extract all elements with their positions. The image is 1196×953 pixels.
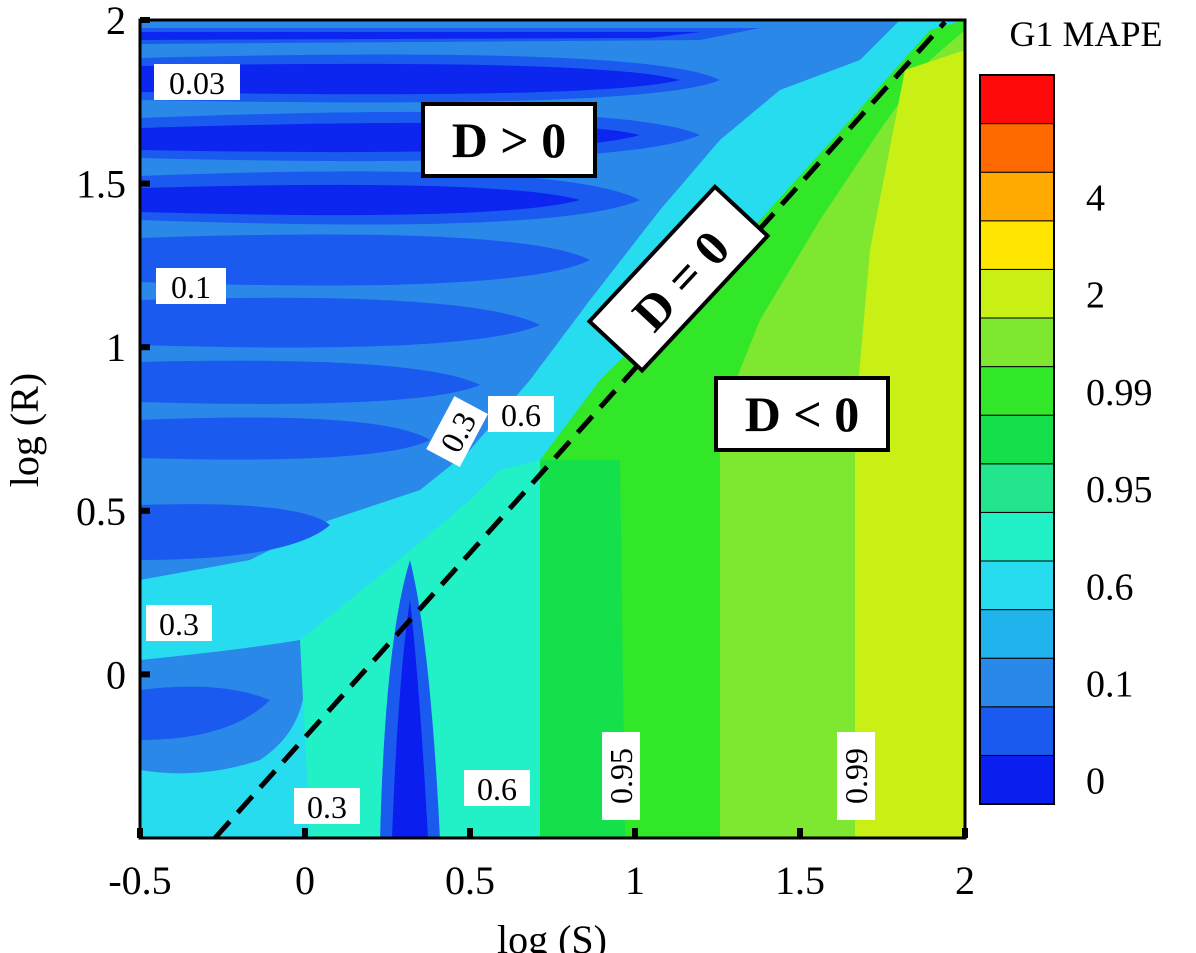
colorbar (979, 74, 1055, 805)
y-tick-label: 0 (106, 652, 126, 697)
colorbar-swatch (979, 706, 1055, 756)
contour-label: 0.03 (154, 64, 240, 101)
region-label-d-negative-text: D < 0 (745, 386, 860, 442)
contour-label-text: 0.6 (501, 397, 541, 433)
colorbar-label: 0 (1086, 761, 1105, 803)
region-label-d-negative: D < 0 (714, 376, 890, 452)
contour-label-text: 0.3 (159, 606, 199, 642)
x-tick-label: 2 (955, 858, 975, 903)
colorbar-swatch (979, 317, 1055, 368)
colorbar-swatch (979, 366, 1055, 416)
plot-frame (138, 18, 967, 840)
y-axis: 0 0.5 1 1.5 2 (76, 0, 150, 697)
boundary-line-label: D = 0 (586, 183, 771, 374)
colorbar-title: G1 MAPE (1009, 14, 1162, 54)
x-tick-label: 0 (295, 858, 315, 903)
region-label-d-positive-text: D > 0 (452, 112, 567, 168)
x-axis: -0.5 0 0.5 1 1.5 2 (108, 828, 975, 903)
contour-label-text: 0.95 (603, 748, 639, 804)
colorbar-label: 0.95 (1086, 469, 1153, 511)
contour-label-text: 0.03 (169, 65, 225, 101)
colorbar-swatch (979, 560, 1055, 611)
colorbar-swatch (979, 268, 1055, 319)
x-tick-label: -0.5 (108, 858, 171, 903)
colorbar-swatch (979, 657, 1055, 708)
contour-label: 0.95 (602, 732, 640, 820)
colorbar-swatch (979, 220, 1055, 270)
contour-label: 0.6 (464, 770, 530, 807)
y-tick-label: 1.5 (76, 162, 126, 207)
boundary-line-d0 (213, 20, 947, 840)
colorbar-swatch (979, 511, 1055, 562)
colorbar-labels: 0 0.1 0.6 0.95 0.99 2 4 (1086, 178, 1153, 803)
y-tick-label: 0.5 (76, 489, 126, 534)
contour-label-text: 0.1 (171, 269, 211, 305)
colorbar-frame (979, 74, 1055, 805)
y-tick-label: 2 (106, 0, 126, 43)
colorbar-swatch (979, 414, 1055, 465)
x-axis-label: log (S) (497, 917, 607, 953)
colorbar-swatch (979, 463, 1055, 513)
colorbar-label: 2 (1086, 275, 1105, 317)
contour-label-text: 0.6 (477, 771, 517, 807)
contour-labels: 0.03 0.1 0.3 0.3 0.6 0.3 0.6 0.95 (146, 64, 875, 825)
region-label-d-positive: D > 0 (421, 102, 597, 178)
colorbar-label: 0.1 (1086, 664, 1134, 706)
contour-label: 0.6 (488, 396, 554, 433)
colorbar-label: 0.6 (1086, 566, 1134, 608)
contour-label: 0.3 (294, 788, 360, 825)
x-tick-label: 1.5 (775, 858, 825, 903)
contour-label: 0.99 (837, 732, 875, 820)
colorbar-swatch (979, 609, 1055, 659)
colorbar-swatch (979, 171, 1055, 222)
x-tick-label: 0.5 (445, 858, 495, 903)
contour-label-text: 0.99 (838, 748, 874, 804)
y-tick-label: 1 (106, 325, 126, 370)
y-axis-label: log (R) (2, 373, 47, 487)
colorbar-swatch (979, 754, 1055, 805)
colorbar-swatch (979, 123, 1055, 173)
contour-label: 0.3 (146, 605, 212, 642)
x-tick-label: 1 (625, 858, 645, 903)
contour-label: 0.1 (156, 268, 226, 305)
colorbar-swatch (979, 74, 1055, 125)
colorbar-label: 0.99 (1086, 372, 1153, 414)
contour-label-text: 0.3 (307, 789, 347, 825)
colorbar-label: 4 (1086, 178, 1105, 220)
